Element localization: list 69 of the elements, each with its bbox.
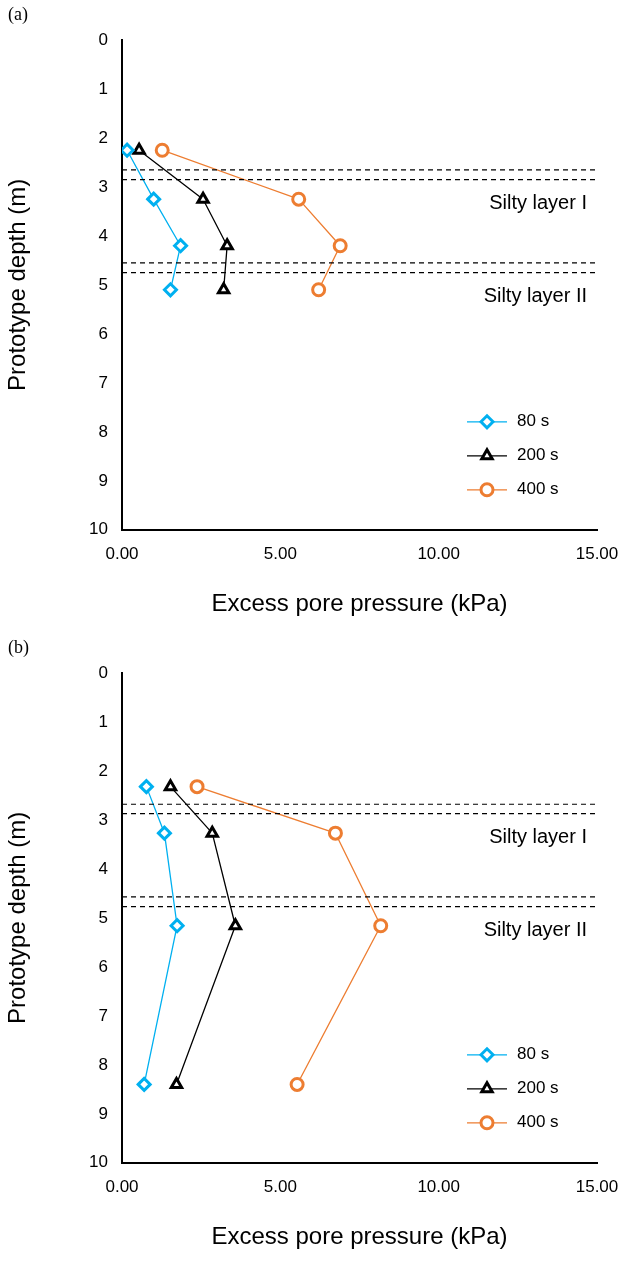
y-tick-label: 6 — [98, 323, 108, 343]
y-tick-label: 2 — [98, 760, 108, 780]
x-tick-label: 15.00 — [575, 1176, 619, 1196]
chart-title: (a) — [8, 3, 28, 25]
point — [332, 238, 348, 254]
y-tick-label: 8 — [98, 421, 108, 441]
y-tick-label: 9 — [98, 470, 108, 490]
y-axis-title: Prototype depth (m) — [3, 178, 31, 391]
y-tick-label: 5 — [98, 907, 108, 927]
point — [189, 779, 205, 795]
x-tick-label: 5.00 — [263, 1176, 297, 1196]
point — [228, 918, 243, 931]
y-tick-label: 10 — [89, 519, 108, 539]
y-tick-label: 8 — [98, 1054, 108, 1074]
point — [169, 1076, 184, 1089]
y-tick-label: 7 — [98, 372, 108, 392]
ref-line-label: Silty layer I — [489, 825, 587, 848]
y-tick-label: 5 — [98, 274, 108, 294]
x-axis-title: Excess pore pressure (kPa) — [211, 589, 508, 617]
point — [291, 191, 307, 207]
point — [196, 191, 210, 204]
y-tick-label: 3 — [98, 809, 108, 829]
x-tick-label: 10.00 — [417, 1176, 460, 1196]
point — [136, 1076, 152, 1092]
legend-label: 200 s — [517, 1078, 559, 1098]
point — [289, 1076, 305, 1092]
legend-label: 200 s — [517, 445, 559, 465]
x-tick-label: 0.00 — [105, 543, 139, 563]
y-tick-label: 7 — [98, 1005, 108, 1025]
point — [205, 825, 219, 838]
y-tick-label: 1 — [98, 78, 108, 98]
y-tick-label: 1 — [98, 711, 108, 731]
ref-line-label: Silty layer II — [483, 918, 587, 941]
legend-label: 400 s — [517, 479, 559, 499]
x-tick-label: 5.00 — [263, 543, 297, 563]
y-tick-label: 3 — [98, 176, 108, 196]
y-tick-label: 4 — [98, 858, 108, 878]
y-axis-title: Prototype depth (m) — [3, 811, 31, 1024]
point — [173, 238, 189, 254]
x-tick-label: 10.00 — [417, 543, 460, 563]
legend-label: 400 s — [517, 1112, 559, 1132]
chart-title: (b) — [8, 636, 29, 658]
y-tick-label: 10 — [89, 1152, 108, 1172]
legend-label: 80 s — [517, 1044, 550, 1064]
point — [156, 825, 172, 841]
point — [220, 238, 234, 251]
y-tick-label: 0 — [98, 662, 108, 682]
ref-line-label: Silty layer II — [483, 284, 587, 307]
point — [146, 191, 162, 207]
point — [162, 282, 178, 298]
point — [311, 282, 327, 298]
y-tick-label: 2 — [98, 127, 108, 147]
x-axis-title: Excess pore pressure (kPa) — [211, 1222, 508, 1250]
point — [327, 825, 343, 841]
y-tick-label: 6 — [98, 956, 108, 976]
x-tick-label: 15.00 — [575, 543, 619, 563]
point — [154, 142, 170, 158]
ref-line-label: Silty layer I — [489, 191, 587, 214]
point — [132, 142, 146, 155]
y-tick-label: 9 — [98, 1103, 108, 1123]
point — [163, 779, 178, 792]
point — [373, 918, 389, 934]
y-tick-label: 4 — [98, 225, 108, 245]
point — [169, 918, 185, 934]
legend-label: 80 s — [517, 411, 550, 431]
point — [138, 779, 154, 795]
x-tick-label: 0.00 — [105, 1176, 139, 1196]
y-tick-label: 0 — [98, 29, 108, 49]
point — [216, 282, 231, 295]
